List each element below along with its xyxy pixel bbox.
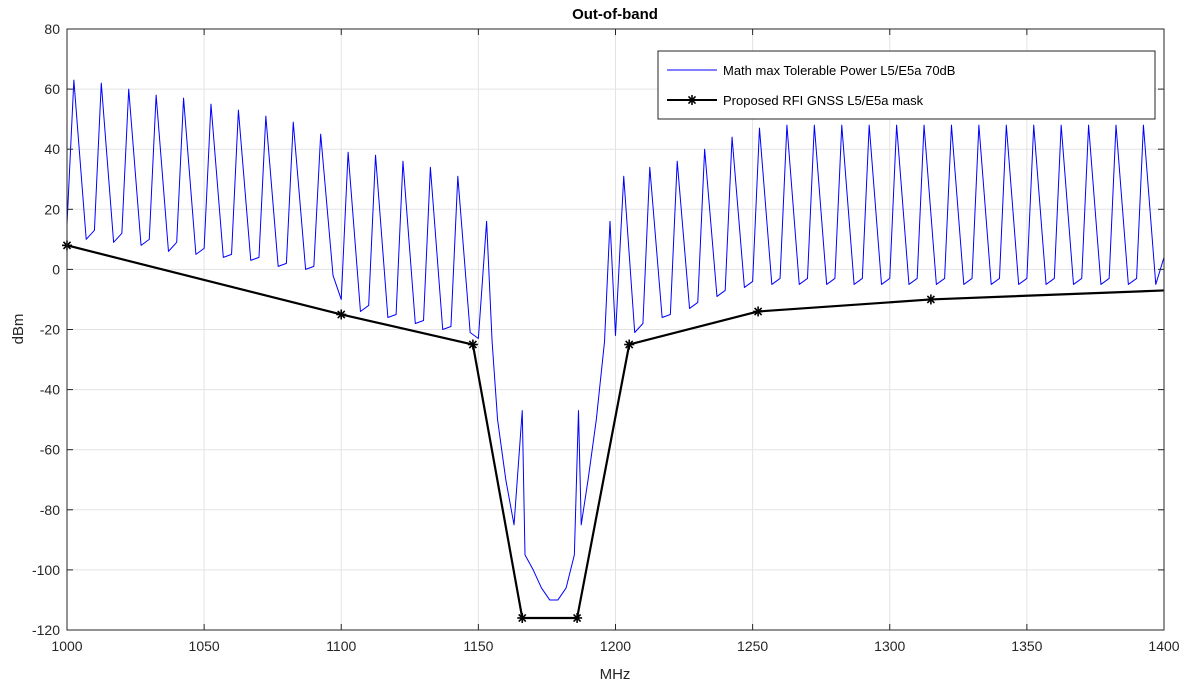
y-tick-label: -120 xyxy=(32,622,60,638)
y-axis-label: dBm xyxy=(10,314,27,345)
y-tick-label: 40 xyxy=(44,141,60,157)
series-line-tolerable-power xyxy=(66,79,1165,601)
x-tick-label: 1400 xyxy=(1148,638,1179,654)
series-layer xyxy=(62,79,1165,623)
x-tick-label: 1300 xyxy=(874,638,905,654)
mask-point-marker xyxy=(687,95,697,105)
y-tick-label: -60 xyxy=(40,442,60,458)
mask-point-marker xyxy=(517,612,528,623)
x-tick-label: 1000 xyxy=(51,638,82,654)
x-tick-label: 1250 xyxy=(737,638,768,654)
chart-title: Out-of-band xyxy=(572,6,658,23)
mask-point-marker xyxy=(467,339,478,350)
y-tick-label: -40 xyxy=(40,382,60,398)
mask-point-marker xyxy=(624,339,635,350)
x-tick-label: 1150 xyxy=(463,638,493,654)
y-tick-label: 0 xyxy=(52,261,60,277)
y-tick-label: 80 xyxy=(44,21,60,37)
legend-label-series-2: Proposed RFI GNSS L5/E5a mask xyxy=(723,93,924,108)
x-tick-label: 1350 xyxy=(1011,638,1042,654)
legend-label-series-1: Math max Tolerable Power L5/E5a 70dB xyxy=(723,63,955,78)
y-tick-label: 60 xyxy=(44,81,60,97)
y-tick-label: -20 xyxy=(40,322,60,338)
ticks: 1000 1050 1100 1150 1200 1250 1300 1350 1400 -120… xyxy=(32,21,1180,654)
y-tick-label: 20 xyxy=(44,201,60,217)
mask-point-marker xyxy=(753,306,764,317)
legend-marker-series-2 xyxy=(687,95,697,105)
legend-box xyxy=(657,50,1156,120)
x-tick-label: 1200 xyxy=(600,638,631,654)
mask-point-marker xyxy=(925,294,936,305)
mask-point-marker xyxy=(336,309,347,320)
legend: Math max Tolerable Power L5/E5a 70dB Pro… xyxy=(657,50,1156,120)
x-axis-label: MHz xyxy=(600,666,631,683)
x-tick-label: 1100 xyxy=(326,638,356,654)
mask-point-marker xyxy=(572,612,583,623)
y-tick-label: -100 xyxy=(32,562,60,578)
y-tick-label: -80 xyxy=(40,502,60,518)
x-tick-label: 1050 xyxy=(189,638,220,654)
